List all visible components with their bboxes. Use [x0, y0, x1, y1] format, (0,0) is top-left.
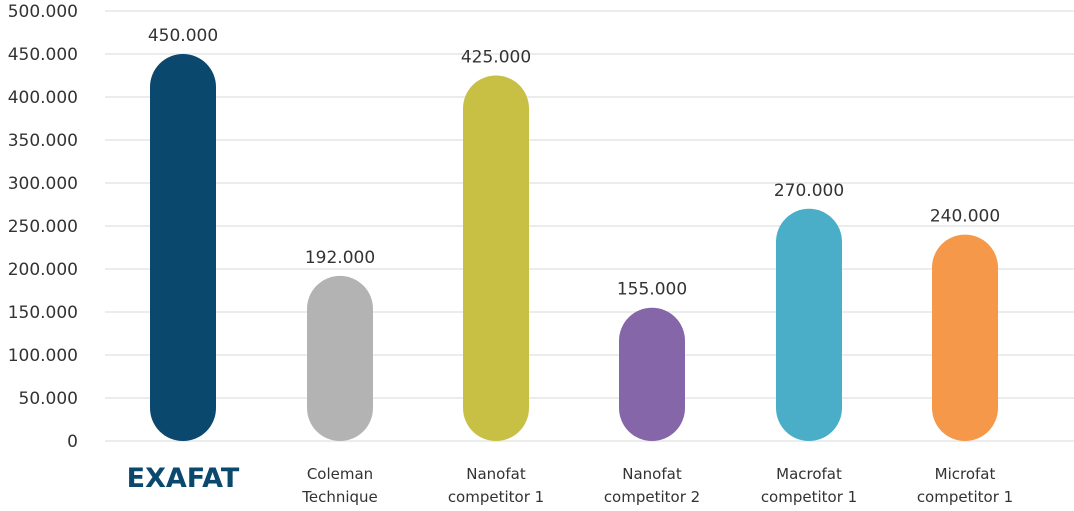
y-tick-label: 0 — [67, 432, 78, 452]
y-tick-label: 200.000 — [8, 260, 78, 280]
x-axis: EXAFAT Coleman Technique Nanofat competitor … — [127, 463, 1014, 506]
bars — [150, 54, 998, 441]
y-tick-label: 50.000 — [19, 389, 78, 409]
y-tick-label: 450.000 — [8, 45, 78, 65]
x-tick-label-brand: EXAFAT — [127, 463, 240, 494]
data-label: 155.000 — [617, 280, 687, 300]
data-label: 270.000 — [774, 181, 844, 201]
x-tick-label: competitor 1 — [761, 488, 857, 506]
y-tick-label: 100.000 — [8, 346, 78, 366]
bar — [150, 54, 216, 441]
data-label: 192.000 — [305, 248, 375, 268]
y-tick-label: 150.000 — [8, 303, 78, 323]
y-tick-label: 300.000 — [8, 174, 78, 194]
x-tick-label: competitor 2 — [604, 488, 700, 506]
bar — [776, 208, 842, 441]
data-label: 425.000 — [461, 48, 531, 68]
x-tick-label: Technique — [301, 488, 378, 506]
x-tick-label: Microfat — [935, 465, 996, 483]
x-tick-label: competitor 1 — [448, 488, 544, 506]
x-tick-label: competitor 1 — [917, 488, 1013, 506]
x-tick-label: Coleman — [307, 465, 373, 483]
bar — [932, 234, 998, 441]
y-tick-label: 500.000 — [8, 2, 78, 22]
x-tick-label: Nanofat — [622, 465, 682, 483]
bar — [307, 275, 373, 441]
bar — [463, 75, 529, 441]
y-tick-label: 400.000 — [8, 88, 78, 108]
y-tick-label: 250.000 — [8, 217, 78, 237]
y-axis: 0 50.000 100.000 150.000 200.000 250.000 300.0… — [8, 2, 78, 452]
y-tick-label: 350.000 — [8, 131, 78, 151]
data-labels: 450.000 192.000 425.000 155.000 270.000 240.0… — [148, 26, 1000, 300]
data-label: 450.000 — [148, 26, 218, 46]
x-tick-label: Nanofat — [466, 465, 526, 483]
bar — [619, 307, 685, 441]
data-label: 240.000 — [930, 207, 1000, 227]
gridlines — [105, 10, 1074, 442]
x-tick-label: Macrofat — [776, 465, 842, 483]
